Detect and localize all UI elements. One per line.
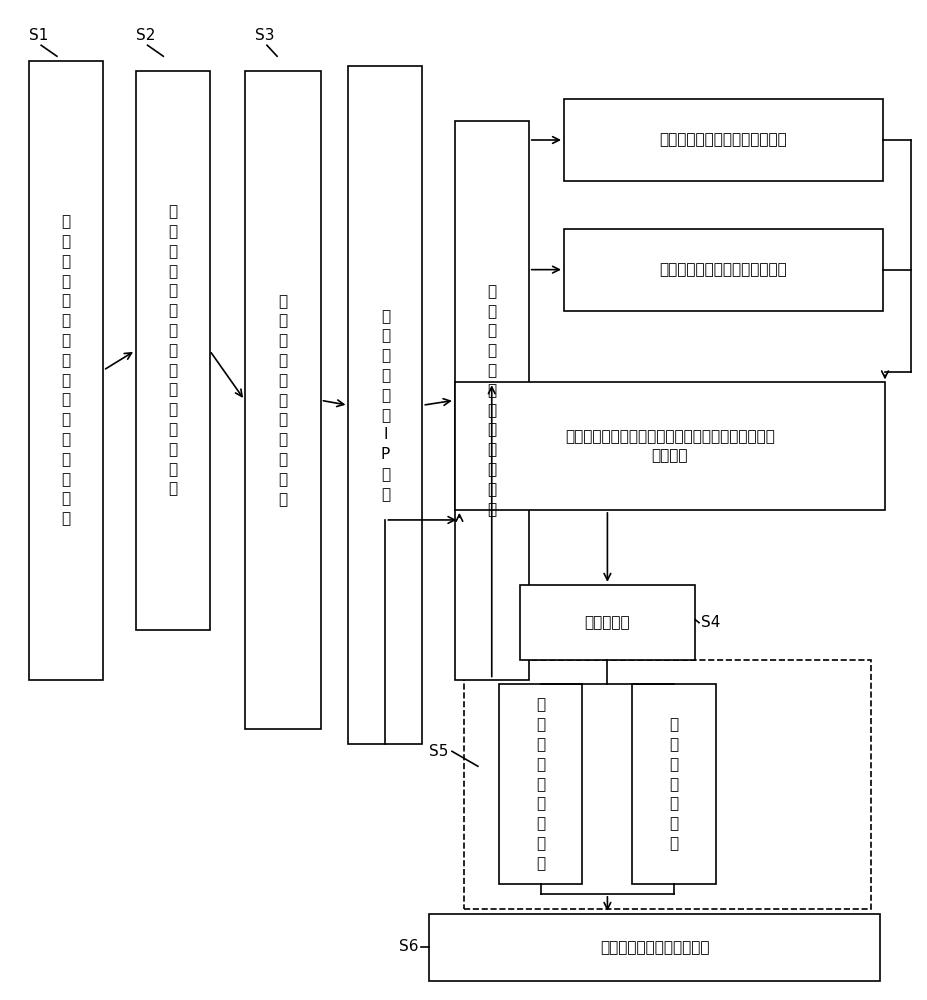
Text: 数据格式化: 数据格式化 — [584, 615, 629, 630]
Text: S2: S2 — [135, 28, 155, 43]
Bar — [519, 585, 694, 660]
Bar — [454, 121, 528, 680]
Text: 边坡失稳险情早期时间预报: 边坡失稳险情早期时间预报 — [599, 940, 708, 955]
Bar — [348, 66, 422, 744]
Bar — [454, 382, 884, 510]
Bar — [564, 229, 883, 311]
Bar — [464, 660, 870, 909]
Text: 强
度
折
减
法
确
定
边
坡
主
滑
线
或
主
滑
面: 强 度 折 减 法 确 定 边 坡 主 滑 线 或 主 滑 面 — [61, 214, 70, 526]
Text: 拟
合
曲
线
斜
率
预
报
法: 拟 合 曲 线 斜 率 预 报 法 — [536, 698, 545, 871]
Bar — [428, 914, 880, 981]
Text: 大地位移现场监测数据管理系统: 大地位移现场监测数据管理系统 — [659, 133, 786, 148]
Text: 位移收敛现场监测数据管理系统: 位移收敛现场监测数据管理系统 — [659, 262, 786, 277]
Text: S5: S5 — [428, 744, 448, 759]
Bar — [564, 99, 883, 181]
Text: 现
场
埋
置
位
移
计
、
应
变
计
及
测
斜
仪: 现 场 埋 置 位 移 计 、 应 变 计 及 测 斜 仪 — [168, 204, 177, 497]
Bar — [245, 71, 320, 729]
Bar — [631, 684, 715, 884]
Text: 《山岭高速公路花岗岩残坡积土滑坡远程实时预警预
报》软件: 《山岭高速公路花岗岩残坡积土滑坡远程实时预警预 报》软件 — [565, 429, 774, 464]
Text: 突
变
理
论
预
报
法: 突 变 理 论 预 报 法 — [668, 717, 678, 851]
Bar — [135, 71, 210, 630]
Text: 物
联
网
的
虚
拟
I
P
技
术: 物 联 网 的 虚 拟 I P 技 术 — [380, 309, 389, 502]
Text: S1: S1 — [29, 28, 48, 43]
Text: 太
阳
能
供
电
的
数
据
采
集
站: 太 阳 能 供 电 的 数 据 采 集 站 — [278, 294, 287, 507]
Text: S3: S3 — [255, 28, 274, 43]
Text: S6: S6 — [399, 939, 418, 954]
Text: S4: S4 — [700, 615, 719, 630]
Bar — [29, 61, 103, 680]
Text: 位
移
现
场
监
测
数
据
管
理
系
统: 位 移 现 场 监 测 数 据 管 理 系 统 — [487, 284, 496, 517]
Bar — [499, 684, 582, 884]
